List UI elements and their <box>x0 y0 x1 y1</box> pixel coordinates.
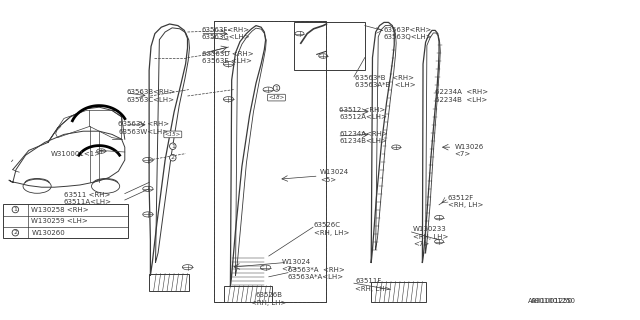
Text: 63511 <RH>
63511A<LH>: 63511 <RH> 63511A<LH> <box>64 192 112 205</box>
Text: 1: 1 <box>275 85 278 91</box>
Text: 63563*A  <RH>
63563A*A<LH>: 63563*A <RH> 63563A*A<LH> <box>288 267 345 280</box>
Text: 2: 2 <box>13 230 17 235</box>
Text: W130258 <RH>: W130258 <RH> <box>31 206 89 212</box>
Text: 1: 1 <box>171 144 175 149</box>
Text: W13024
<7>: W13024 <7> <box>282 259 311 272</box>
Bar <box>371 282 426 302</box>
Text: W310001<1>: W310001<1> <box>51 151 101 157</box>
Text: 1: 1 <box>13 207 17 212</box>
Text: W130233
<RH, LH>
<7>: W130233 <RH, LH> <7> <box>413 226 448 247</box>
Text: 63526C
<RH, LH>: 63526C <RH, LH> <box>314 222 349 236</box>
Text: W13024
<5>: W13024 <5> <box>320 169 349 183</box>
Bar <box>3 204 128 238</box>
Bar <box>224 286 272 302</box>
Text: 63511F
<RH, LH>: 63511F <RH, LH> <box>355 278 390 292</box>
Text: 63563F<RH>
63563G<LH>: 63563F<RH> 63563G<LH> <box>202 27 250 40</box>
Text: 63512F
<RH, LH>: 63512F <RH, LH> <box>448 195 483 208</box>
Text: W13026
<7>: W13026 <7> <box>454 144 484 157</box>
Bar <box>214 21 326 302</box>
Text: 62234A  <RH>
62234B  <LH>: 62234A <RH> 62234B <LH> <box>435 89 488 103</box>
Text: 63512 <RH>
63512A<LH>: 63512 <RH> 63512A<LH> <box>339 107 387 120</box>
Bar <box>149 274 189 291</box>
Text: 63563B<RH>
63563C<LH>: 63563B<RH> 63563C<LH> <box>126 89 175 103</box>
Bar <box>214 21 326 302</box>
Text: 63563*B   <RH>
63563A*B  <LH>: 63563*B <RH> 63563A*B <LH> <box>355 75 416 88</box>
Text: W130259 <LH>: W130259 <LH> <box>31 218 88 224</box>
Text: 61234A<RH>
61234B<LH>: 61234A<RH> 61234B<LH> <box>339 131 388 144</box>
Text: W130260: W130260 <box>31 230 65 236</box>
Text: A901001250: A901001250 <box>531 299 576 304</box>
Text: 63563D <RH>
63563E <LH>: 63563D <RH> 63563E <LH> <box>202 51 253 64</box>
Text: <15>: <15> <box>164 132 181 137</box>
Text: 2: 2 <box>171 155 175 160</box>
Text: <18>: <18> <box>268 95 285 100</box>
Text: 63563V <RH>
63563W<LH>: 63563V <RH> 63563W<LH> <box>118 121 170 135</box>
Text: 63563P<RH>
63563Q<LH>: 63563P<RH> 63563Q<LH> <box>384 27 433 40</box>
Bar <box>294 22 365 70</box>
Text: 63526B
<RH, LH>: 63526B <RH, LH> <box>251 292 287 306</box>
Text: A901001250: A901001250 <box>528 298 573 304</box>
